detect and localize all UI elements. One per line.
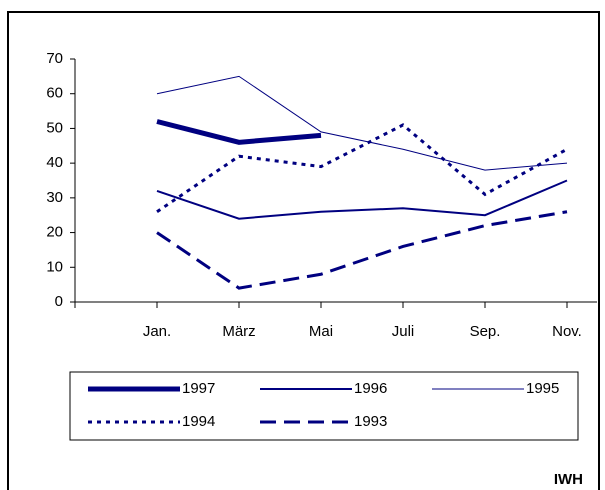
x-tick-label: Mai [309, 323, 333, 340]
x-tick-label: Jan. [143, 323, 171, 340]
legend-label: 1996 [354, 380, 387, 397]
legend-label: 1997 [182, 380, 215, 397]
frame [7, 11, 600, 490]
y-tick-label: 30 [46, 189, 63, 206]
y-tick-label: 60 [46, 85, 63, 102]
source: IWH [554, 471, 583, 488]
x-tick-label: März [222, 323, 255, 340]
legend-label: 1993 [354, 413, 387, 430]
x-tick-label: Sep. [470, 323, 501, 340]
series-line [156, 119, 322, 145]
y-tick-label: 70 [46, 50, 63, 67]
series-line [156, 179, 568, 220]
y-tick-label: 10 [46, 258, 63, 275]
x-tick-label: Nov. [552, 323, 582, 340]
legend-label: 1994 [182, 413, 215, 430]
legend-box [69, 371, 579, 441]
series-line [156, 123, 568, 213]
y-tick-label: 50 [46, 119, 63, 136]
y-tick-label: 40 [46, 154, 63, 171]
y-tick-label: 20 [46, 224, 63, 241]
y-tick-label: 0 [55, 293, 63, 310]
series-line [156, 210, 568, 290]
legend-label: 1995 [526, 380, 559, 397]
series-line [156, 75, 568, 171]
x-tick-label: Juli [392, 323, 415, 340]
